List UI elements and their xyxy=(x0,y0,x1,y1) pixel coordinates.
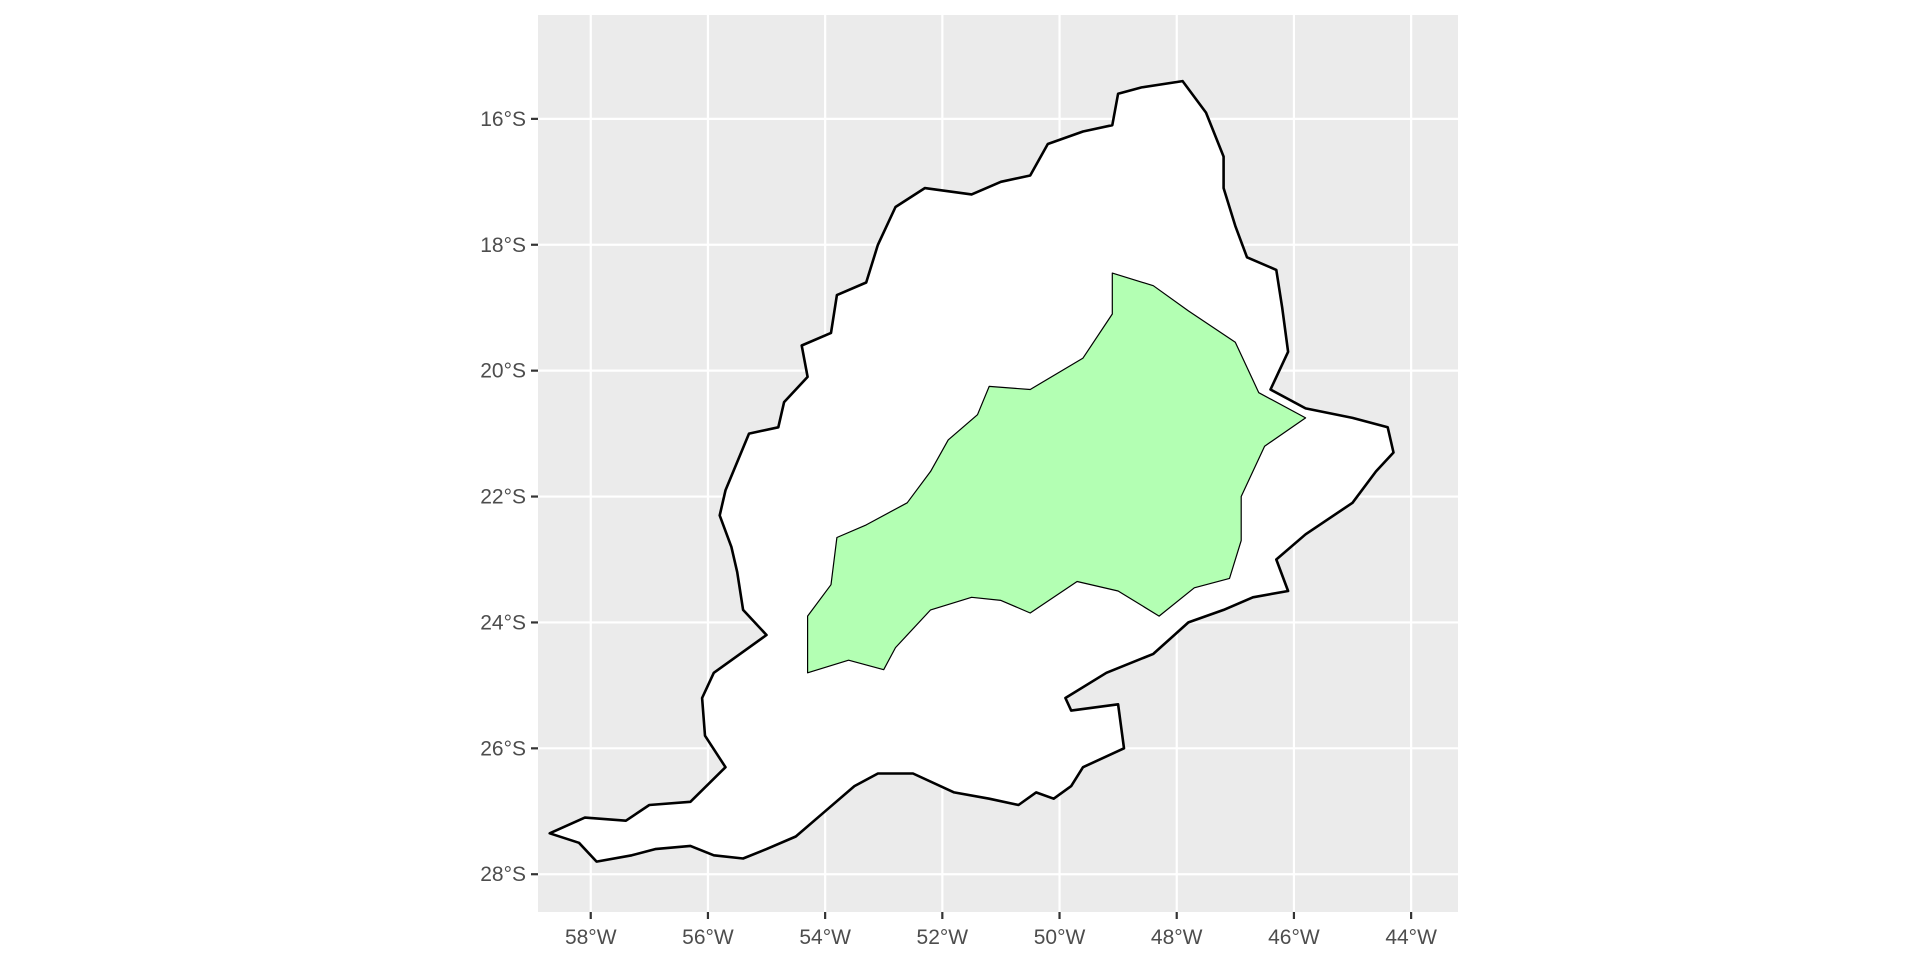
x-tick-label: 44°W xyxy=(1385,926,1437,949)
y-tick-label: 18°S xyxy=(480,234,526,257)
x-tick-label: 46°W xyxy=(1268,926,1320,949)
x-tick-label: 52°W xyxy=(917,926,969,949)
axes: 58°W 56°W 54°W 52°W 50°W 48°W 46°W 44°W 16°S 18°S… xyxy=(480,108,1437,949)
x-tick-label: 54°W xyxy=(799,926,851,949)
x-tick-label: 48°W xyxy=(1151,926,1203,949)
y-tick-label: 22°S xyxy=(480,486,526,509)
x-tick-label: 56°W xyxy=(682,926,734,949)
y-tick-label: 20°S xyxy=(480,360,526,383)
highlight-zone xyxy=(807,272,1307,674)
y-tick-label: 28°S xyxy=(480,863,526,886)
x-tick-label: 58°W xyxy=(565,926,617,949)
x-tick-label: 50°W xyxy=(1034,926,1086,949)
y-tick-label: 16°S xyxy=(480,108,526,131)
y-tick-label: 26°S xyxy=(480,737,526,760)
y-tick-label: 24°S xyxy=(480,611,526,634)
